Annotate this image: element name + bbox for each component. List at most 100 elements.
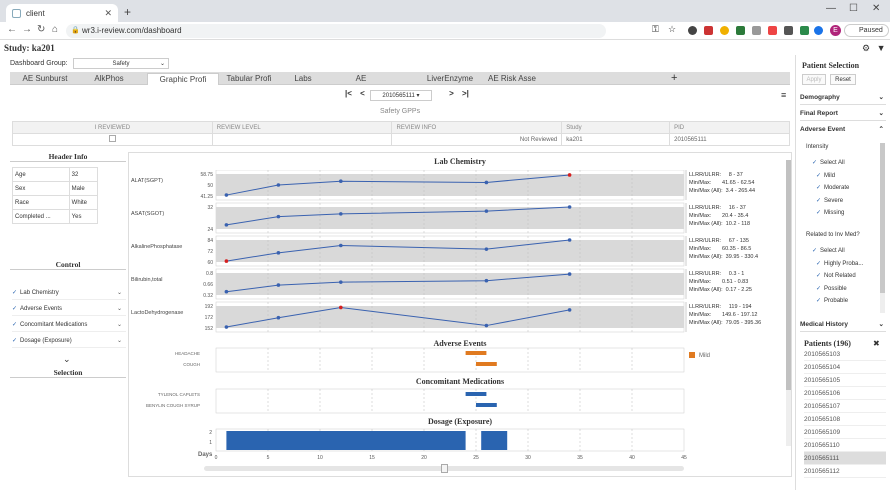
extension-icon[interactable] xyxy=(814,26,823,35)
filter-checkbox[interactable]: ✓ Mild xyxy=(816,170,835,182)
extension-icon[interactable] xyxy=(752,26,761,35)
patient-list-item[interactable]: 2010565104 xyxy=(804,361,886,374)
data-point[interactable] xyxy=(567,205,572,209)
control-item[interactable]: ✓ Lab Chemistry ⌄ xyxy=(12,286,126,300)
tab-7[interactable]: AE Risk Asse xyxy=(487,74,536,83)
prev-page-button[interactable]: < xyxy=(360,89,365,98)
settings-icon[interactable]: ⚙ xyxy=(862,43,871,53)
data-point[interactable] xyxy=(339,212,343,216)
filter-checkbox[interactable]: ✓ Highly Proba... xyxy=(816,258,863,270)
close-tab-icon[interactable]: ✕ xyxy=(104,7,112,18)
chevron-down-icon[interactable]: ⌄ xyxy=(63,354,71,364)
tab-5[interactable]: AE xyxy=(355,74,367,83)
data-point[interactable] xyxy=(276,251,281,255)
filter-checkbox[interactable]: ✓ Probable xyxy=(816,295,848,307)
extension-icon[interactable] xyxy=(704,26,713,35)
patient-list-item[interactable]: 2010565111 xyxy=(804,452,886,465)
scrollbar[interactable] xyxy=(880,143,885,313)
range-handle[interactable] xyxy=(441,464,448,473)
data-point[interactable] xyxy=(224,289,229,294)
minimize-icon[interactable]: — xyxy=(826,3,836,14)
data-point[interactable] xyxy=(224,259,229,263)
extension-icon[interactable] xyxy=(688,26,697,35)
data-point[interactable] xyxy=(224,223,229,227)
filter-checkbox[interactable]: ✓ Moderate xyxy=(816,182,849,194)
data-point[interactable] xyxy=(484,209,489,213)
column-header[interactable]: REVIEW INFO xyxy=(391,121,563,134)
tab-4[interactable]: Labs xyxy=(294,74,312,83)
data-point[interactable] xyxy=(567,308,572,312)
data-point[interactable] xyxy=(484,180,489,185)
data-point[interactable] xyxy=(567,272,572,276)
apply-button[interactable]: Apply xyxy=(802,74,826,85)
patient-list-item[interactable]: 2010565103 xyxy=(804,348,886,361)
accordion-demography[interactable]: Demography ⌄ xyxy=(800,90,886,105)
tab-3[interactable]: Tabular Profi xyxy=(226,74,272,83)
reset-button[interactable]: Reset xyxy=(830,74,856,85)
profile-status-badge[interactable]: Paused xyxy=(844,24,889,37)
tab-1[interactable]: AlkPhos xyxy=(94,74,124,83)
patient-list-item[interactable]: 2010565109 xyxy=(804,426,886,439)
tab-2[interactable]: Graphic Profi xyxy=(147,73,219,85)
data-point[interactable] xyxy=(567,173,572,177)
forward-icon[interactable]: → xyxy=(22,24,32,35)
data-point[interactable] xyxy=(339,280,343,284)
data-point[interactable] xyxy=(484,323,489,328)
star-icon[interactable]: ☆ xyxy=(668,24,677,34)
column-header[interactable]: I REVIEWED xyxy=(12,121,213,134)
patient-list-item[interactable]: 2010565110 xyxy=(804,439,886,452)
next-page-button[interactable]: > xyxy=(449,89,454,98)
data-point[interactable] xyxy=(339,243,343,248)
data-point[interactable] xyxy=(276,214,281,219)
extension-icon[interactable] xyxy=(736,26,745,35)
accordion-adverse-event[interactable]: Adverse Event ⌃ xyxy=(800,122,886,137)
control-item[interactable]: ✓ Concomitant Medications ⌄ xyxy=(12,318,126,332)
tab-0[interactable]: AE Sunburst xyxy=(22,74,68,83)
reload-icon[interactable]: ↻ xyxy=(37,24,46,35)
accordion-final-report[interactable]: Final Report ⌄ xyxy=(800,106,886,121)
column-header[interactable]: PID xyxy=(669,121,790,134)
table-row[interactable]: Not Reviewed ka201 2010565111 xyxy=(12,133,790,146)
accordion-medical-history[interactable]: Medical History ⌄ xyxy=(800,317,886,332)
add-tab-button[interactable]: + xyxy=(671,72,678,84)
extension-icon[interactable] xyxy=(784,26,793,35)
data-point[interactable] xyxy=(276,315,281,320)
event-bar[interactable] xyxy=(465,392,487,396)
dose-bar[interactable] xyxy=(226,431,466,450)
filter-checkbox[interactable]: ✓ Not Related xyxy=(816,270,856,282)
close-icon[interactable]: ✖ xyxy=(873,339,880,348)
reviewed-checkbox[interactable] xyxy=(12,133,213,146)
patient-list-item[interactable]: 2010565106 xyxy=(804,387,886,400)
browser-tab[interactable]: client ✕ xyxy=(6,4,118,22)
back-icon[interactable]: ← xyxy=(7,24,17,35)
column-header[interactable]: Study xyxy=(561,121,671,134)
data-point[interactable] xyxy=(484,247,489,251)
key-icon[interactable]: ⚿ xyxy=(652,24,659,34)
new-tab-button[interactable]: + xyxy=(124,5,132,19)
extension-icon[interactable] xyxy=(768,26,777,35)
filter-icon[interactable]: ▼ xyxy=(876,43,886,53)
column-header[interactable]: REVIEW LEVEL xyxy=(211,121,393,134)
filter-checkbox[interactable]: ✓ Possible xyxy=(816,283,847,295)
data-point[interactable] xyxy=(224,193,229,197)
patient-list-item[interactable]: 2010565112 xyxy=(804,465,886,478)
dose-bar[interactable] xyxy=(481,431,508,450)
data-point[interactable] xyxy=(484,278,489,283)
data-point[interactable] xyxy=(276,283,281,287)
data-point[interactable] xyxy=(339,305,343,310)
data-point[interactable] xyxy=(276,183,281,187)
data-point[interactable] xyxy=(224,325,229,329)
first-page-button[interactable]: |< xyxy=(345,89,352,98)
patient-pager-select[interactable]: 2010565111 ▾ xyxy=(370,90,432,101)
event-bar[interactable] xyxy=(465,351,487,355)
maximize-icon[interactable]: ☐ xyxy=(849,3,858,14)
scrollbar[interactable] xyxy=(786,160,791,446)
control-item[interactable]: ✓ Adverse Events ⌄ xyxy=(12,302,126,316)
dashboard-group-select[interactable]: Safety ⌄ xyxy=(73,58,169,69)
data-point[interactable] xyxy=(339,179,343,184)
patient-list-item[interactable]: 2010565105 xyxy=(804,374,886,387)
extension-icon[interactable] xyxy=(800,26,809,35)
last-page-button[interactable]: >| xyxy=(461,89,469,98)
filter-checkbox[interactable]: ✓ Select All xyxy=(812,245,845,257)
patient-list-item[interactable]: 2010565107 xyxy=(804,400,886,413)
